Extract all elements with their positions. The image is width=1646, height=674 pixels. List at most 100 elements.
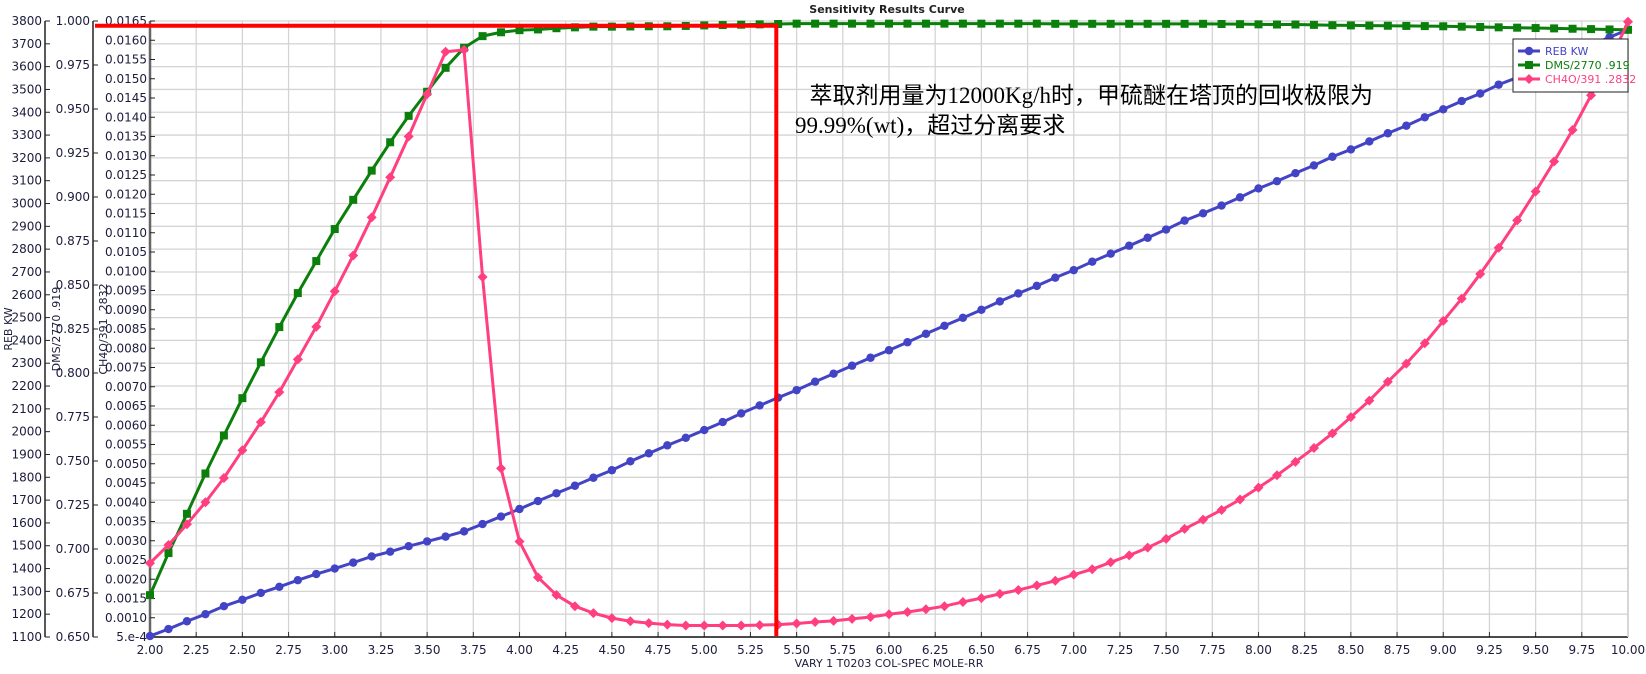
- ch4o-tick-label: 0.0115: [105, 207, 147, 221]
- data-point: [1088, 257, 1097, 266]
- data-point: [367, 166, 376, 175]
- reb-tick-label: 1200: [11, 607, 42, 621]
- data-point: [1254, 184, 1263, 193]
- x-tick-label: 5.50: [783, 643, 810, 657]
- data-point: [1457, 22, 1466, 31]
- ch4o-axis-title: CH4O/391 .2832: [97, 283, 110, 374]
- data-point: [866, 353, 875, 362]
- data-point: [977, 19, 986, 28]
- data-point: [1549, 156, 1560, 167]
- data-point: [1142, 542, 1153, 553]
- reb-tick-label: 2500: [11, 311, 42, 325]
- data-point: [736, 620, 747, 631]
- data-point: [459, 527, 469, 536]
- ch4o-tick-label: 0.0150: [105, 72, 147, 86]
- data-point: [1069, 265, 1078, 275]
- reb-tick-label: 3400: [11, 105, 42, 119]
- x-tick-label: 4.25: [552, 643, 579, 657]
- data-point: [1328, 21, 1337, 30]
- data-point: [1475, 268, 1486, 279]
- data-point: [1253, 482, 1264, 493]
- data-point: [1050, 575, 1061, 586]
- data-point: [903, 338, 912, 347]
- data-point: [1272, 176, 1282, 186]
- x-tick-label: 9.25: [1476, 643, 1503, 657]
- data-point: [293, 575, 302, 585]
- data-point: [1439, 22, 1448, 31]
- reb-tick-label: 3300: [11, 128, 42, 142]
- data-point: [200, 497, 211, 508]
- x-tick-label: 6.25: [922, 643, 949, 657]
- data-point: [1235, 494, 1246, 505]
- reb-tick-label: 1700: [11, 493, 42, 507]
- data-point: [533, 25, 542, 34]
- data-point: [1401, 358, 1412, 369]
- reb-tick-label: 3200: [11, 151, 42, 165]
- data-point: [311, 321, 322, 332]
- data-point: [1180, 19, 1189, 28]
- data-point: [1291, 20, 1300, 29]
- data-point: [1524, 74, 1534, 84]
- data-point: [515, 504, 524, 514]
- data-point: [994, 588, 1005, 599]
- reb-tick-label: 1600: [11, 516, 42, 530]
- ch4o-tick-label: 0.0155: [105, 53, 147, 67]
- data-point: [1031, 580, 1042, 591]
- chart-title: Sensitivity Results Curve: [809, 3, 964, 16]
- reb-tick-label: 2400: [11, 333, 42, 347]
- data-point: [1524, 46, 1534, 56]
- x-tick-label: 3.75: [460, 643, 487, 657]
- data-point: [792, 19, 801, 28]
- x-tick-label: 5.00: [691, 643, 718, 657]
- data-point: [1364, 395, 1375, 406]
- data-point: [754, 620, 765, 631]
- data-point: [552, 24, 561, 33]
- series-reb: [145, 25, 1633, 641]
- data-point: [238, 394, 247, 403]
- data-point: [422, 537, 432, 546]
- data-point: [718, 417, 727, 427]
- dms-tick-label: 0.900: [56, 190, 90, 204]
- dms-axis-title: DMS/2770 .919: [50, 287, 63, 372]
- data-point: [1402, 121, 1411, 130]
- data-point: [385, 547, 395, 556]
- reb-tick-label: 2700: [11, 265, 42, 279]
- data-point: [1180, 216, 1189, 225]
- reb-tick-label: 2800: [11, 242, 42, 256]
- data-point: [1568, 24, 1577, 33]
- data-point: [440, 46, 451, 57]
- data-point: [293, 289, 302, 298]
- data-point: [1124, 241, 1134, 250]
- data-point: [1088, 19, 1097, 28]
- data-point: [958, 19, 967, 28]
- reb-tick-label: 1400: [11, 562, 42, 576]
- data-point: [1161, 225, 1171, 234]
- axes: 2.00 2.25 2.50 2.75 3.00 3.25 3.50 3.75 4.00 4.25…: [2, 14, 1645, 657]
- data-point: [717, 620, 728, 631]
- dms-tick-label: 0.825: [56, 322, 90, 336]
- data-point: [386, 138, 395, 147]
- data-point: [606, 613, 617, 624]
- data-point: [829, 19, 838, 28]
- dms-tick-label: 0.850: [56, 278, 90, 292]
- data-point: [755, 401, 764, 410]
- reb-tick-label: 1100: [11, 630, 42, 644]
- data-point: [940, 19, 949, 28]
- data-point: [1493, 242, 1504, 253]
- x-tick-label: 7.00: [1060, 643, 1087, 657]
- data-point: [1309, 20, 1318, 29]
- data-point: [533, 496, 543, 506]
- annotation-line-2: 99.99%(wt)，超过分离要求: [795, 113, 1066, 138]
- data-point: [1383, 129, 1393, 138]
- data-point: [921, 329, 931, 338]
- x-tick-label: 8.75: [1384, 643, 1411, 657]
- data-point: [1254, 20, 1263, 29]
- data-point: [1456, 293, 1467, 304]
- data-point: [459, 44, 470, 55]
- x-tick-label: 8.00: [1245, 643, 1272, 657]
- data-point: [1051, 19, 1060, 28]
- data-point: [145, 558, 155, 569]
- data-point: [1494, 23, 1503, 32]
- data-point: [1512, 215, 1523, 226]
- reb-axis-title: REB KW: [2, 307, 15, 350]
